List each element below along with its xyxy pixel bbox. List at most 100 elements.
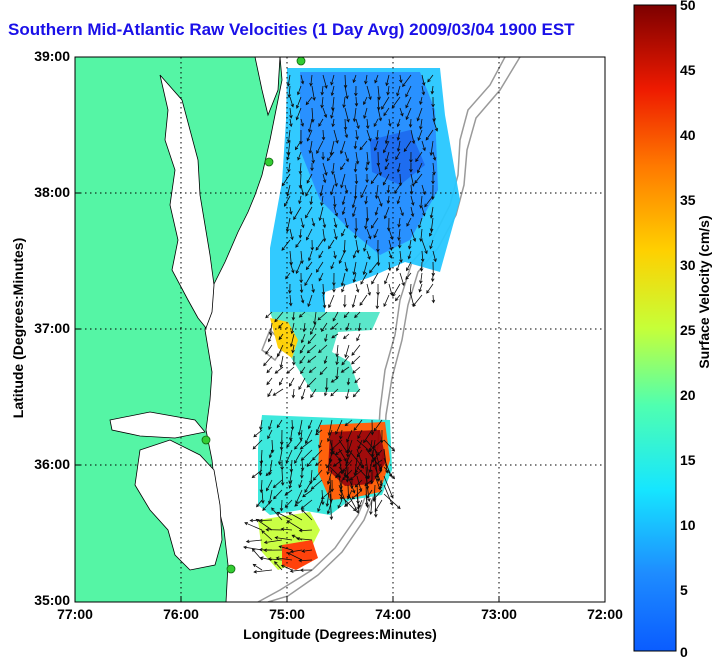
velocity-arrow — [355, 129, 359, 141]
velocity-arrow — [405, 107, 412, 121]
velocity-arrow — [288, 512, 303, 521]
velocity-arrow — [286, 74, 291, 87]
velocity-arrow — [323, 355, 328, 365]
velocity-arrow — [354, 173, 359, 185]
velocity-arrow — [288, 294, 293, 307]
velocity-arrow — [289, 118, 293, 128]
velocity-arrow — [374, 184, 379, 200]
velocity-arrows — [243, 74, 439, 574]
velocity-arrow — [362, 96, 368, 106]
velocity-arrow — [305, 96, 313, 106]
velocity-arrow — [279, 355, 284, 369]
velocity-arrow — [386, 195, 391, 204]
velocity-arrow — [318, 118, 324, 127]
velocity-arrow — [320, 489, 333, 500]
velocity-arrow — [286, 552, 303, 561]
velocity-arrow — [330, 261, 335, 270]
velocity-arrow — [409, 162, 413, 173]
velocity-arrow — [261, 530, 273, 541]
velocity-arrow — [300, 459, 305, 472]
velocity-arrow — [418, 283, 423, 293]
velocity-arrow — [409, 184, 414, 195]
velocity-arrow — [296, 536, 313, 541]
velocity-arrow — [267, 557, 283, 561]
velocity-arrow — [289, 228, 294, 241]
velocity-arrow — [377, 107, 383, 122]
velocity-arrow — [263, 548, 283, 553]
velocity-arrow — [279, 499, 284, 512]
velocity-arrow — [299, 344, 306, 354]
velocity-arrow — [396, 118, 401, 128]
colorbar-tick-label: 30 — [680, 257, 696, 273]
velocity-arrow — [297, 419, 303, 436]
velocity-arrow — [300, 184, 305, 196]
velocity-arrow — [421, 74, 426, 86]
velocity-arrow — [289, 206, 293, 215]
velocity-arrow — [373, 140, 379, 152]
velocity-arrow — [255, 518, 273, 531]
velocity-arrow — [289, 549, 303, 554]
velocity-arrow — [310, 162, 314, 172]
velocity-arrow — [416, 107, 423, 122]
velocity-arrow — [432, 250, 437, 263]
velocity-arrow — [286, 520, 303, 531]
velocity-arrow — [365, 439, 380, 456]
velocity-arrow — [370, 469, 374, 485]
velocity-arrow — [278, 322, 284, 329]
velocity-arrow — [278, 333, 284, 341]
velocity-arrow — [366, 129, 372, 142]
velocity-arrow — [263, 539, 283, 545]
y-tick-label: 39:00 — [34, 48, 70, 64]
velocity-arrow — [253, 429, 263, 438]
velocity-arrow — [305, 184, 313, 197]
velocity-arrow — [343, 118, 348, 131]
velocity-arrow — [425, 129, 434, 141]
velocity-arrow — [420, 250, 425, 263]
velocity-arrow — [395, 261, 401, 272]
velocity-arrow — [321, 129, 326, 141]
x-tick-label: 73:00 — [481, 606, 517, 622]
velocity-arrow — [278, 449, 283, 466]
velocity-arrow — [326, 151, 335, 162]
velocity-arrow — [300, 217, 305, 229]
colorbar-tick-label: 5 — [680, 582, 688, 598]
colorbar-tick-label: 50 — [680, 0, 696, 13]
delaware-bay — [254, 57, 281, 117]
velocity-arrow — [284, 499, 293, 508]
velocity-arrow — [408, 118, 413, 128]
velocity-field — [243, 68, 460, 574]
velocity-arrow — [298, 311, 306, 318]
velocity-arrow — [310, 388, 317, 398]
velocity-arrow — [370, 173, 379, 185]
velocity-arrow — [391, 96, 401, 109]
velocity-arrow — [288, 283, 292, 294]
velocity-arrow — [272, 479, 283, 489]
velocity-arrow — [324, 333, 328, 343]
velocity-arrow — [431, 173, 435, 185]
velocity-arrow — [355, 118, 360, 130]
velocity-arrow — [300, 250, 304, 265]
velocity-arrow — [272, 388, 284, 396]
y-tick-label: 37:00 — [34, 320, 70, 336]
velocity-arrow — [344, 184, 349, 194]
velocity-arrow — [304, 479, 313, 493]
velocity-arrow — [322, 228, 327, 243]
velocity-arrow — [251, 548, 263, 561]
velocity-arrow — [306, 173, 313, 184]
velocity-arrow — [280, 527, 293, 531]
velocity-arrow — [290, 322, 295, 335]
velocity-arrow — [289, 261, 295, 274]
velocity-arrow — [402, 74, 412, 88]
velocity-arrow — [409, 151, 413, 164]
velocity-arrow — [340, 272, 346, 287]
velocity-arrow — [352, 74, 357, 84]
velocity-arrow — [383, 493, 401, 510]
velocity-arrow — [320, 96, 324, 109]
velocity-arrow — [331, 162, 335, 175]
velocity-arrow — [298, 479, 303, 489]
velocity-arrow — [328, 294, 335, 309]
velocity-arrow — [333, 195, 337, 208]
velocity-arrow — [394, 184, 401, 194]
velocity-arrow — [377, 195, 383, 207]
velocity-arrow — [333, 173, 338, 187]
